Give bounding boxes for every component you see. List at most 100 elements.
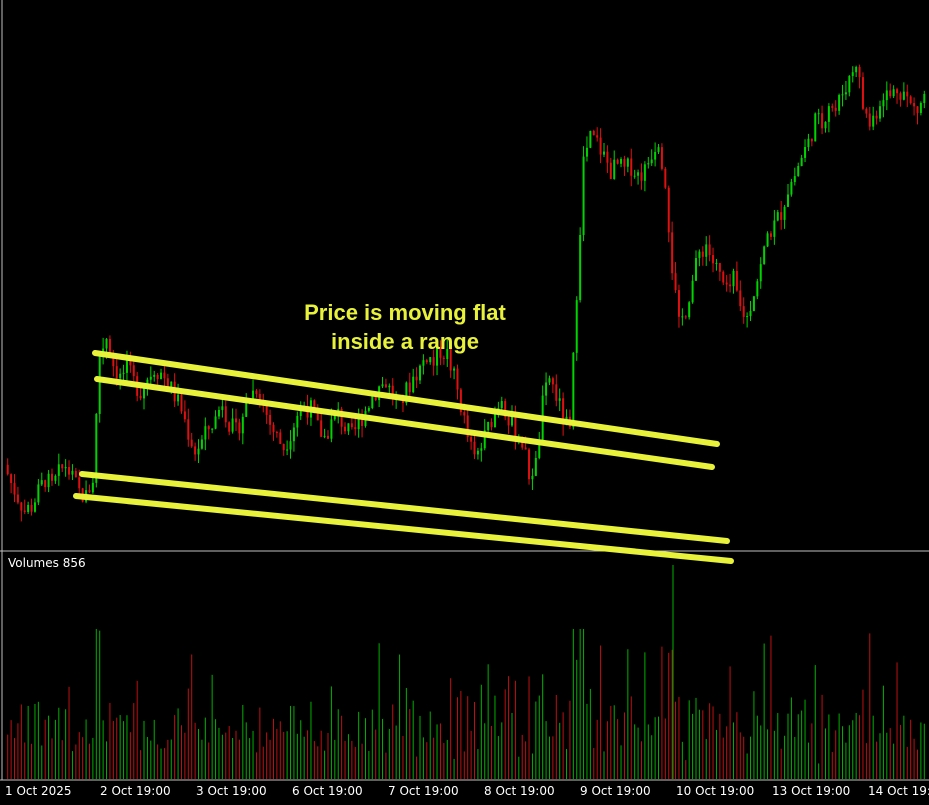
candle-body (217, 409, 220, 417)
candle-body (190, 439, 193, 447)
candle-body (558, 398, 561, 401)
candle-body (71, 470, 74, 475)
candle-body (739, 290, 742, 307)
candle-body (875, 115, 878, 119)
candle-body (698, 251, 701, 259)
candle-body (674, 273, 677, 291)
candle-body (255, 390, 258, 394)
candle-body (44, 480, 47, 488)
candle-body (807, 138, 810, 148)
x-tick-label: 10 Oct 19:00 (676, 784, 755, 798)
candle-body (872, 115, 875, 127)
candle-body (909, 96, 912, 104)
candle-body (725, 282, 728, 285)
candle-body (640, 172, 643, 181)
candle-body (623, 158, 626, 167)
candle-body (514, 415, 517, 442)
candle-body (163, 372, 166, 379)
candle-body (780, 212, 783, 220)
candle-body (105, 338, 108, 349)
candle-body (269, 414, 272, 425)
candle-body (292, 427, 295, 442)
candle-body (732, 270, 735, 287)
channel-line-upper-1 (92, 350, 720, 447)
candle-body (68, 467, 71, 475)
candle-body (487, 421, 490, 431)
candle-body (528, 449, 531, 480)
x-tick-label: 7 Oct 19:00 (388, 784, 459, 798)
candle-body (582, 156, 585, 235)
candle-body (350, 423, 353, 428)
candle-body (405, 382, 408, 403)
candle-body (122, 372, 125, 374)
channel-line-lower-2 (73, 493, 734, 564)
volumes-indicator-label: Volumes 856 (8, 556, 86, 570)
candle-body (10, 474, 13, 484)
candle-body (490, 421, 493, 428)
candle-body (885, 90, 888, 101)
candle-body (88, 490, 91, 493)
candle-body (797, 166, 800, 177)
candle-body (677, 290, 680, 317)
candle-body (204, 426, 207, 440)
candle-body (606, 151, 609, 163)
candle-body (388, 385, 391, 388)
candle-body (453, 368, 456, 371)
candle-body (78, 477, 81, 489)
candle-body (139, 395, 142, 399)
candle-body (831, 106, 834, 108)
candle-body (125, 358, 128, 373)
candle-body (483, 430, 486, 449)
volumes-group (7, 565, 925, 779)
candle-body (756, 281, 759, 297)
candle-body (166, 378, 169, 388)
candle-body (344, 426, 347, 432)
candle-body (235, 418, 237, 423)
candle-body (899, 93, 902, 100)
candle-body (851, 72, 854, 77)
candle-body (868, 113, 871, 127)
candle-body (667, 187, 670, 233)
annotation-line-1: Price is moving flat (304, 300, 506, 325)
candle-body (381, 384, 384, 387)
candle-body (633, 175, 636, 177)
candle-body (575, 300, 578, 353)
candle-body (429, 357, 432, 363)
candle-body (660, 147, 663, 169)
candle-body (466, 415, 469, 438)
candle-body (412, 376, 415, 393)
candle-body (238, 422, 241, 434)
candle-body (275, 431, 278, 433)
candle-body (30, 504, 33, 512)
candle-body (357, 418, 360, 430)
candle-body (715, 263, 718, 265)
candle-body (330, 419, 333, 439)
candle-body (16, 494, 19, 503)
candle-body (589, 130, 592, 148)
candle-body (439, 346, 442, 358)
candle-body (415, 376, 418, 381)
channel-line-upper-2 (94, 376, 715, 470)
candle-body (650, 159, 653, 164)
candle-body (858, 66, 861, 78)
candle-body (507, 417, 510, 426)
candle-body (616, 159, 619, 164)
candle-body (333, 414, 336, 420)
candle-body (371, 396, 374, 409)
candle-body (545, 382, 548, 396)
candle-body (459, 389, 462, 413)
candle-body (37, 484, 40, 503)
candle-body (759, 264, 762, 282)
candle-body (286, 449, 289, 451)
candle-body (221, 406, 224, 410)
candle-body (609, 162, 612, 180)
candle-body (708, 244, 711, 256)
candle-body (354, 427, 357, 430)
x-tick-label: 9 Oct 19:00 (580, 784, 651, 798)
candle-body (841, 94, 844, 96)
candle-body (643, 164, 646, 181)
candle-body (766, 233, 769, 247)
candle-body (896, 89, 899, 94)
candle-body (442, 357, 445, 359)
candle-body (153, 374, 156, 377)
